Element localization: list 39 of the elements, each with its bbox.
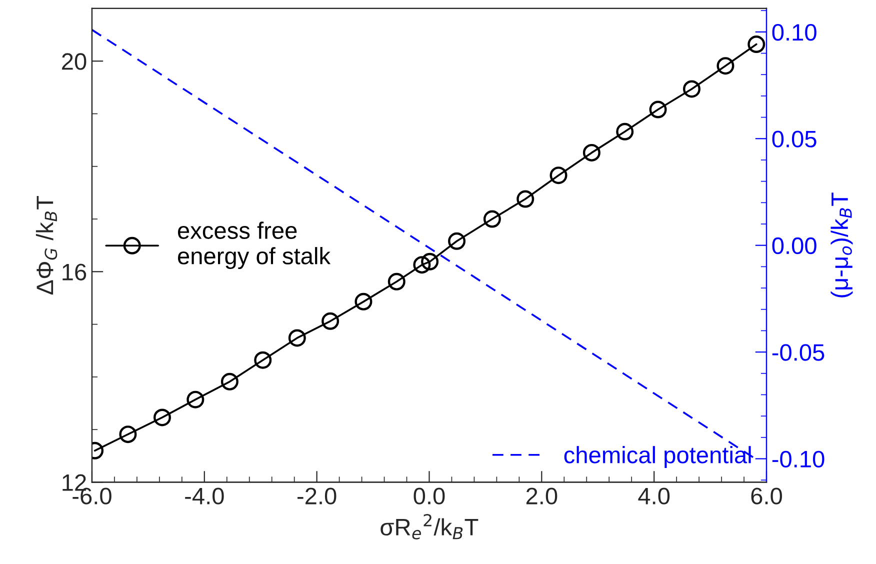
y2-tick-label: 0.00 (772, 237, 816, 254)
y2-tick-label: 0.10 (772, 24, 816, 41)
point (186, 390, 204, 408)
point (354, 292, 372, 310)
y-tick-label: 16 (62, 264, 86, 280)
point (682, 80, 700, 98)
x-tick-label: 4.0 (638, 488, 670, 504)
point (119, 426, 137, 444)
x-tick-label: -4.0 (185, 488, 224, 504)
point (582, 144, 600, 162)
point (322, 312, 340, 330)
point (413, 256, 431, 274)
x-tick-label: -2.0 (298, 488, 336, 504)
point (748, 36, 766, 54)
x-tick-label: 6.0 (751, 488, 782, 504)
x-axis-title: σR$_{e}$$^{2}$/k$_{B}$T (380, 514, 478, 540)
point (516, 190, 534, 208)
point (448, 232, 466, 250)
y2-tick-label: -0.10 (772, 450, 824, 468)
point (421, 252, 439, 270)
legend-label: excess free energy of stalk (178, 222, 331, 270)
point (550, 166, 568, 184)
point (649, 100, 667, 118)
point (616, 122, 634, 140)
point (716, 57, 734, 75)
point (153, 408, 171, 426)
y-tick-label: 20 (62, 53, 86, 70)
point (483, 210, 501, 228)
y2-axis-title: (μ-μ$_{o}$)/k$_{B}$T (830, 192, 853, 298)
y2-tick-label: 0.05 (772, 130, 816, 148)
point (254, 351, 272, 369)
legend-label: chemical potential (564, 446, 751, 468)
point (220, 372, 238, 390)
point (388, 272, 406, 290)
x-tick-label: 0.0 (414, 488, 445, 504)
y2-tick-label: -0.05 (772, 344, 824, 361)
point (288, 329, 306, 347)
x-tick-label: 2.0 (526, 488, 558, 504)
y-axis-title: ΔΦ$_{G}$ /k$_{B}$T (36, 196, 58, 295)
